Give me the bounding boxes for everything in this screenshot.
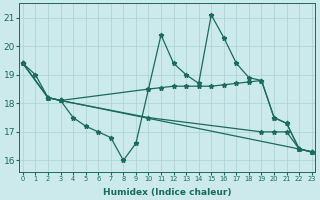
X-axis label: Humidex (Indice chaleur): Humidex (Indice chaleur) — [103, 188, 232, 197]
